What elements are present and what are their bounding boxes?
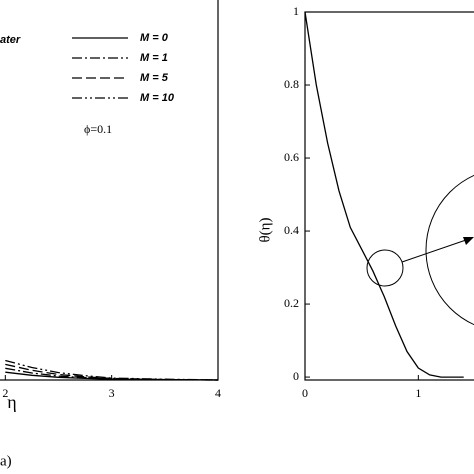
y-tick-label: 0.8 [284, 77, 299, 91]
zoom-circle [366, 249, 404, 287]
legend-label: M = 1 [140, 52, 168, 64]
x-tick-label: 0 [302, 386, 308, 400]
y-tick-label: 0.4 [284, 223, 299, 237]
legend-title: ater [0, 34, 21, 46]
y-tick-label: 0.2 [284, 296, 299, 310]
y-tick-label: 1 [293, 4, 299, 18]
plot-frame [304, 11, 474, 381]
legend-label: M = 10 [140, 92, 175, 104]
zoom-circle-large [425, 174, 474, 326]
legend-label: M = 0 [140, 32, 169, 44]
x-axis-label: η [7, 392, 16, 412]
arrow [401, 239, 467, 263]
x-tick-label: 4 [215, 386, 221, 400]
y-axis-label: θ(η) [257, 217, 273, 242]
arrow-head [463, 237, 474, 245]
legend-label: M = 5 [140, 72, 169, 84]
data-line [5, 359, 219, 381]
y-tick-label: 0.6 [284, 150, 299, 164]
caption: (a) [0, 453, 12, 469]
x-tick-label: 1 [415, 386, 421, 400]
y-tick-label: 0 [293, 369, 299, 383]
plot-frame [0, 0, 219, 381]
x-tick-label: 3 [109, 386, 115, 400]
x-tick-label: 2 [2, 386, 8, 400]
data-line [304, 11, 464, 378]
annotation: ϕ=0.1 [84, 122, 112, 136]
data-line [5, 367, 219, 381]
